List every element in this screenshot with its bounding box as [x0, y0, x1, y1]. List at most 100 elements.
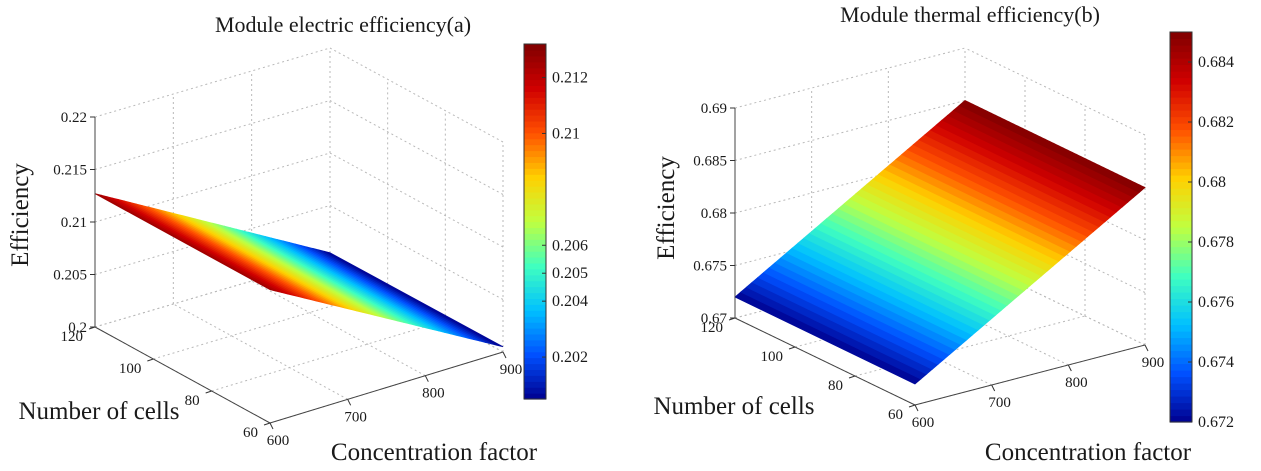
colorbar-segment: [1170, 58, 1192, 66]
colorbar-segment: [524, 257, 546, 264]
y-tick: [205, 390, 212, 394]
colorbar-segment: [524, 345, 546, 353]
colorbar-segment: [1170, 136, 1192, 144]
colorbar-segment: [524, 339, 546, 347]
colorbar-segment: [1170, 220, 1192, 228]
colorbar-segment: [1170, 162, 1192, 170]
colorbar-tick-label: 0.204: [552, 293, 588, 310]
colorbar-segment: [1170, 64, 1192, 72]
colorbar-tick-label: 0.682: [1198, 114, 1234, 131]
x-tick: [269, 422, 274, 430]
colorbar-segment: [524, 274, 546, 282]
colorbar-segment: [524, 61, 546, 69]
colorbar-segment: [524, 49, 546, 57]
colorbar-segment: [524, 286, 546, 294]
colorbar-segment: [524, 393, 546, 400]
x-tick: [347, 399, 352, 406]
y-tick: [263, 422, 271, 426]
colorbar-segment: [524, 79, 546, 87]
colorbar-segment: [1170, 155, 1192, 163]
colorbar-segment: [524, 162, 546, 169]
gridline: [94, 257, 331, 328]
z-axis-label: Efficiency: [653, 156, 680, 260]
z-tick-label: 0.685: [693, 154, 727, 170]
colorbar-segment: [524, 191, 546, 199]
colorbar-segment: [1170, 233, 1192, 241]
colorbar-segment: [1170, 103, 1192, 111]
colorbar-segment: [1170, 194, 1192, 202]
surface: [734, 100, 1146, 385]
colorbar-segment: [524, 233, 546, 240]
colorbar-segment: [1170, 415, 1192, 423]
colorbar-segment: [524, 55, 546, 63]
z-tick-label: 0.21: [61, 215, 87, 231]
chart-thermal-efficiency: Module thermal efficiency(b) Efficiency …: [653, 2, 1234, 466]
colorbar-segment: [1170, 90, 1192, 98]
x-axis-line: [914, 344, 1146, 406]
colorbar-segment: [524, 215, 546, 223]
x-tick-label: 900: [500, 362, 523, 378]
colorbar-segment: [1170, 370, 1192, 378]
colorbar-segment: [524, 363, 546, 371]
gridline: [94, 205, 331, 275]
y-axis-label: Number of cells: [18, 398, 179, 425]
x-tick: [424, 375, 429, 382]
colorbar-segment: [1170, 123, 1192, 131]
chart-title: Module electric efficiency(a): [215, 12, 471, 37]
colorbar-segment: [524, 144, 546, 152]
gridline: [94, 100, 331, 170]
colorbar-segment: [1170, 292, 1192, 300]
colorbar-tick-label: 0.206: [552, 237, 588, 254]
colorbar-segment: [524, 73, 546, 81]
colorbar-segment: [1170, 402, 1192, 410]
colorbar-segment: [524, 126, 546, 134]
z-tick-label: 0.675: [693, 259, 727, 275]
x-tick-label: 600: [912, 415, 935, 431]
colorbar-segment: [524, 280, 546, 288]
colorbar: 0.672 0.674 0.676 0.678 0.68 0.682 0.684: [1169, 31, 1234, 431]
gridline: [329, 152, 504, 248]
gridline: [173, 303, 348, 400]
colorbar-tick-label: 0.205: [552, 265, 588, 282]
gridline: [94, 47, 331, 118]
colorbar-tick-label: 0.676: [1198, 294, 1234, 311]
colorbar-tick-label: 0.21: [552, 125, 580, 142]
z-tick-label: 0.2: [68, 320, 87, 336]
colorbar-segment: [1170, 38, 1192, 46]
surface-patch: [323, 250, 504, 348]
chart-title: Module thermal efficiency(b): [840, 2, 1100, 27]
colorbar-segment: [524, 109, 546, 116]
colorbar-segment: [1170, 383, 1192, 391]
gridline: [153, 288, 388, 360]
x-tick: [914, 404, 919, 412]
colorbar-segment: [1170, 350, 1192, 358]
x-tick: [502, 351, 507, 359]
x-tick-label: 800: [1065, 375, 1088, 391]
y-tick-label: 100: [119, 361, 142, 377]
colorbar-segment: [1170, 188, 1192, 196]
z-tick-label: 0.215: [53, 163, 87, 179]
colorbar-segment: [1170, 331, 1192, 339]
colorbar-segment: [1170, 175, 1192, 183]
colorbar-segment: [1170, 266, 1192, 274]
gridline: [964, 47, 1146, 136]
grid: [94, 47, 504, 424]
colorbar-segment: [524, 174, 546, 181]
y-tick: [848, 375, 856, 379]
colorbar-segment: [524, 268, 546, 276]
y-tick-label: 120: [701, 320, 724, 336]
colorbar-segment: [1170, 207, 1192, 215]
colorbar-segment: [1170, 376, 1192, 384]
colorbar-segment: [1170, 253, 1192, 261]
colorbar-segment: [524, 333, 546, 341]
colorbar-segment: [524, 227, 546, 234]
z-tick-label: 0.205: [53, 268, 87, 284]
colorbar-segment: [1170, 285, 1192, 293]
z-axis-label: Efficiency: [7, 163, 34, 267]
colorbar-segment: [1170, 84, 1192, 92]
colorbar-segment: [524, 85, 546, 92]
colorbar-segment: [1170, 389, 1192, 397]
y-tick-label: 100: [761, 349, 784, 365]
colorbar-tick-label: 0.684: [1198, 54, 1234, 71]
colorbar-segment: [1170, 129, 1192, 137]
